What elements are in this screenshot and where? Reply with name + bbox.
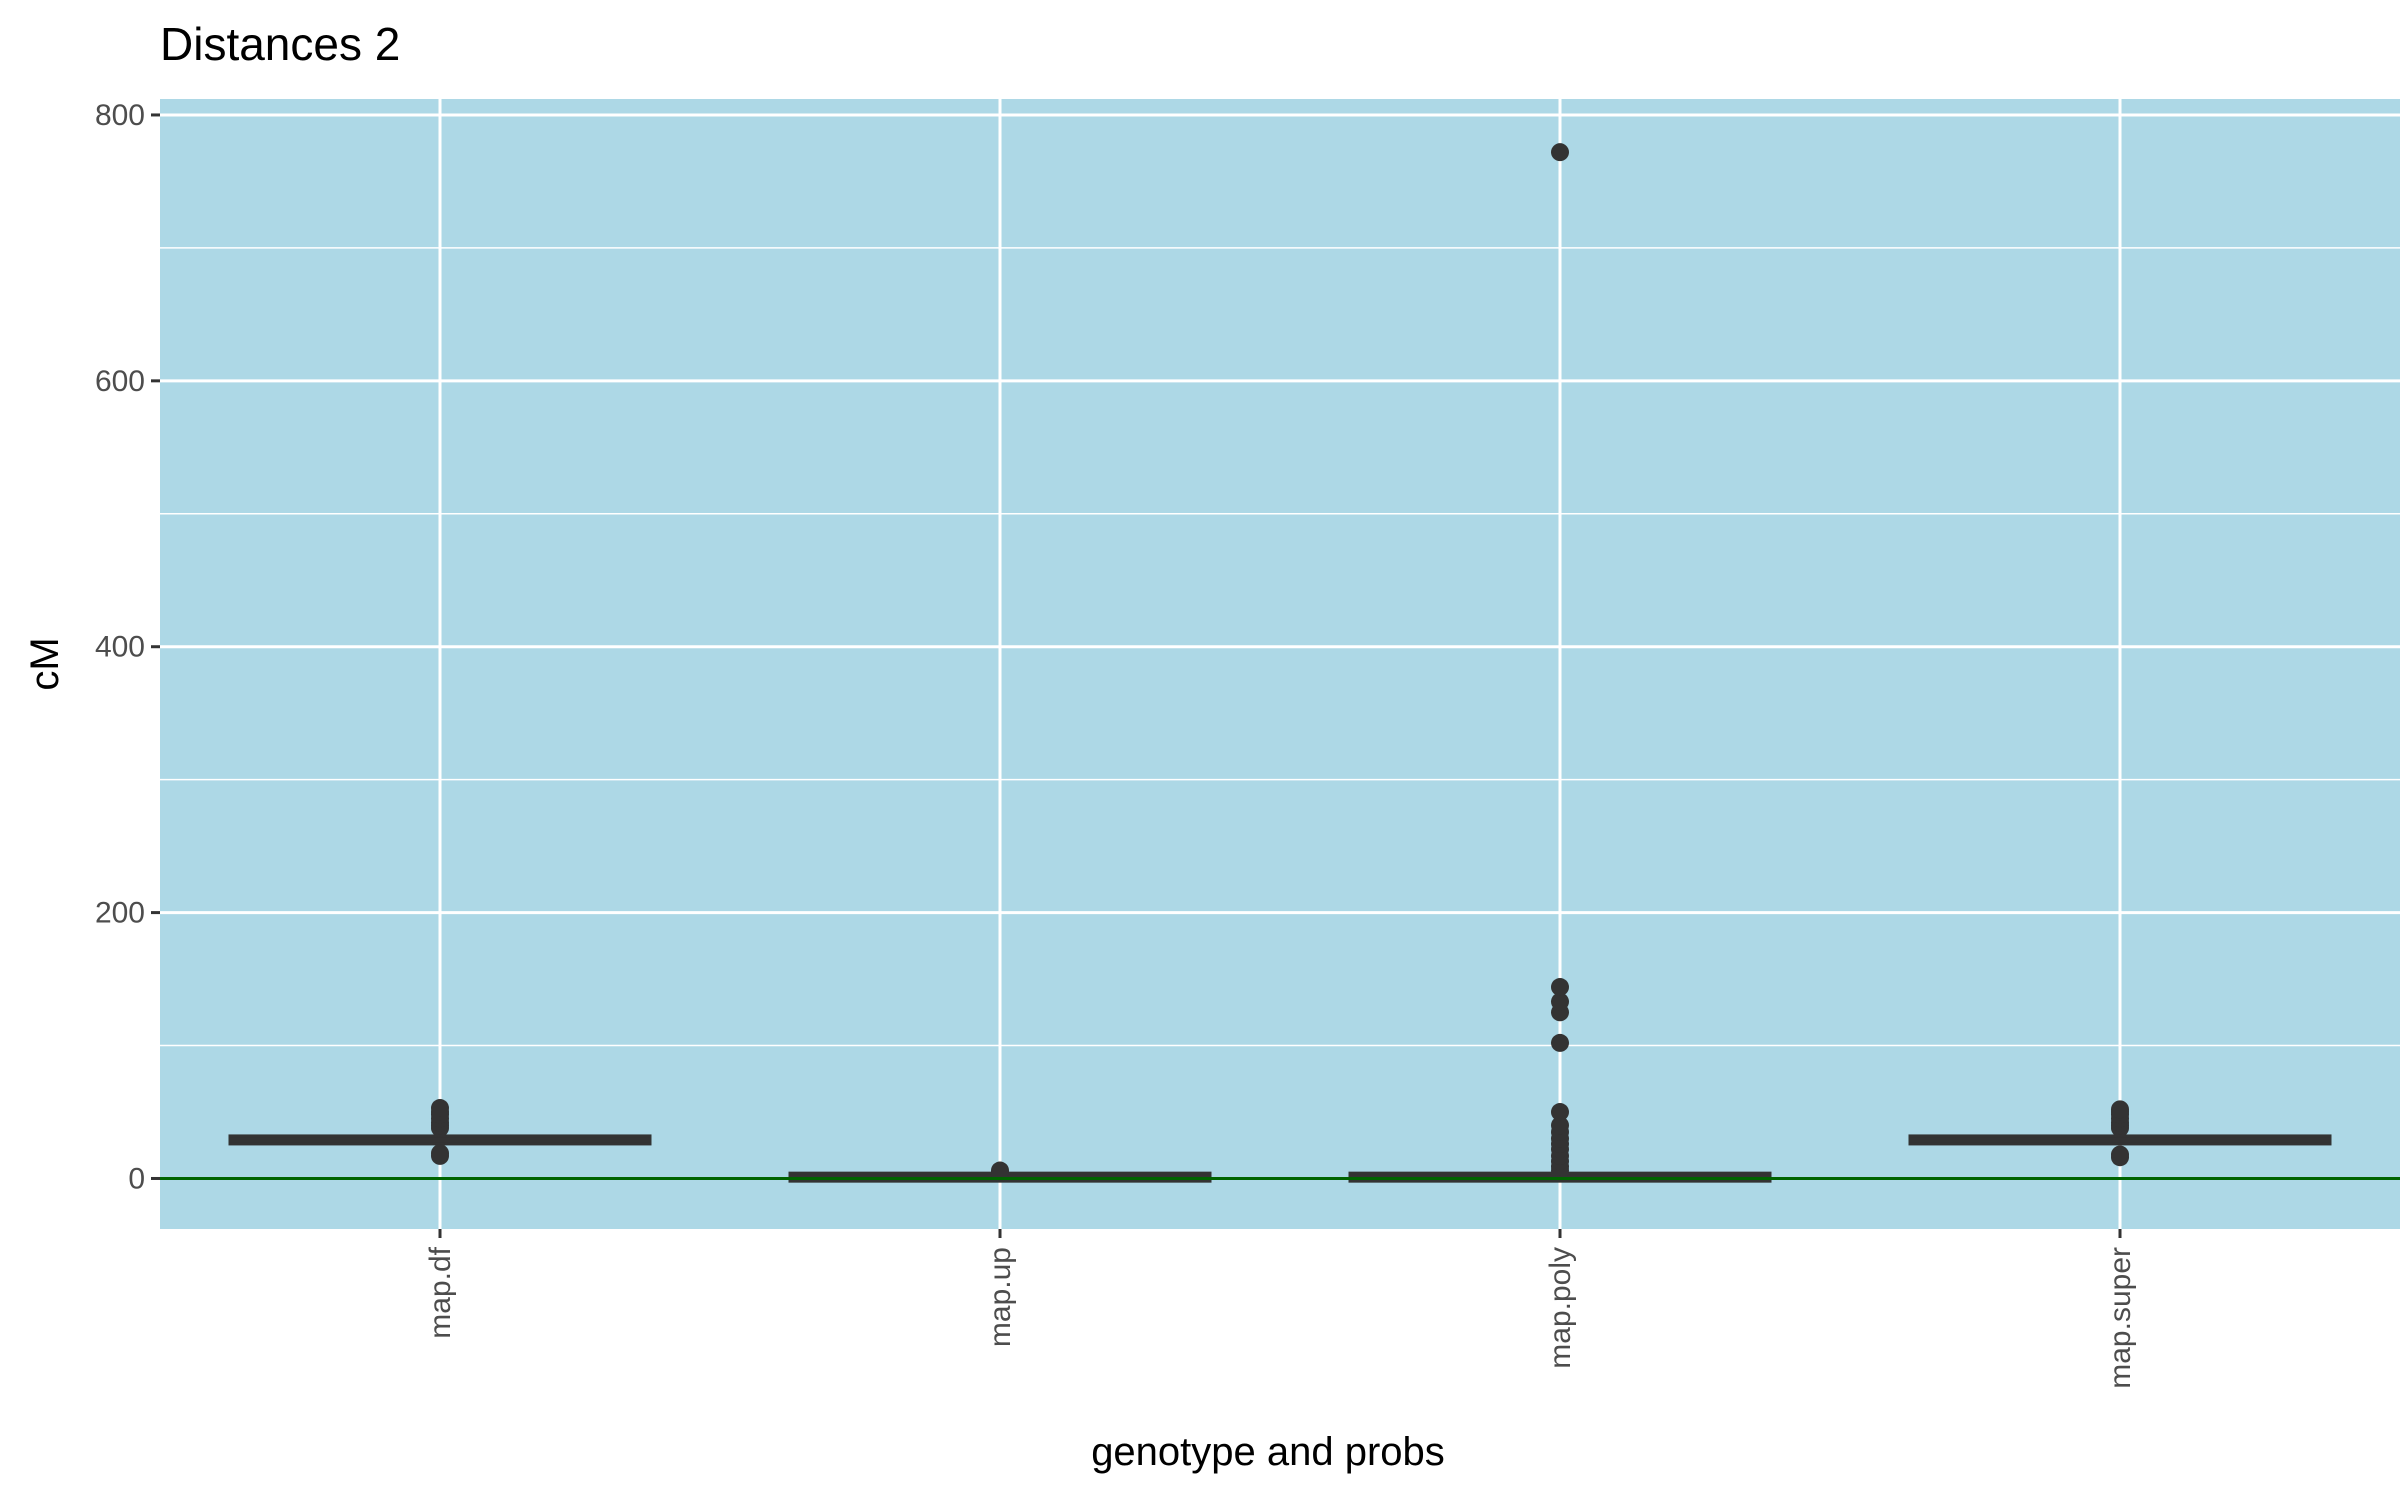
- chart-title: Distances 2: [160, 18, 400, 70]
- y-tick-label: 200: [95, 897, 145, 930]
- outlier-point: [1551, 978, 1569, 997]
- x-axis-title: genotype and probs: [1091, 1430, 1445, 1474]
- outlier-point: [431, 1144, 449, 1163]
- outlier-point: [1551, 992, 1569, 1011]
- outlier-point: [1551, 143, 1569, 162]
- y-tick-label: 800: [95, 99, 145, 132]
- outlier-point: [991, 1161, 1009, 1180]
- box-map.df: [228, 1099, 652, 1165]
- x-tick-label: map.poly: [1544, 1247, 1577, 1369]
- outlier-point: [1551, 1033, 1569, 1052]
- x-tick-label: map.up: [984, 1247, 1017, 1347]
- outlier-point: [431, 1099, 449, 1118]
- y-axis: 0 200 400 600 800: [95, 99, 160, 1195]
- x-axis: map.df map.up map.poly map.super: [424, 1229, 2137, 1389]
- plot-panel: [160, 99, 2400, 1229]
- outlier-point: [1551, 1103, 1569, 1122]
- outlier-point: [1551, 1116, 1569, 1135]
- minor-gridlines: [160, 247, 2400, 1047]
- outlier-point: [2111, 1100, 2129, 1119]
- y-axis-title: cM: [23, 637, 67, 690]
- x-tick-label: map.df: [424, 1246, 457, 1338]
- y-tick-label: 600: [95, 365, 145, 398]
- outlier-point: [2111, 1145, 2129, 1164]
- y-tick-label: 0: [128, 1162, 145, 1195]
- box-map.super: [1908, 1100, 2332, 1167]
- y-tick-label: 400: [95, 631, 145, 664]
- major-gridlines: [160, 99, 2400, 1229]
- x-tick-label: map.super: [2104, 1247, 2137, 1389]
